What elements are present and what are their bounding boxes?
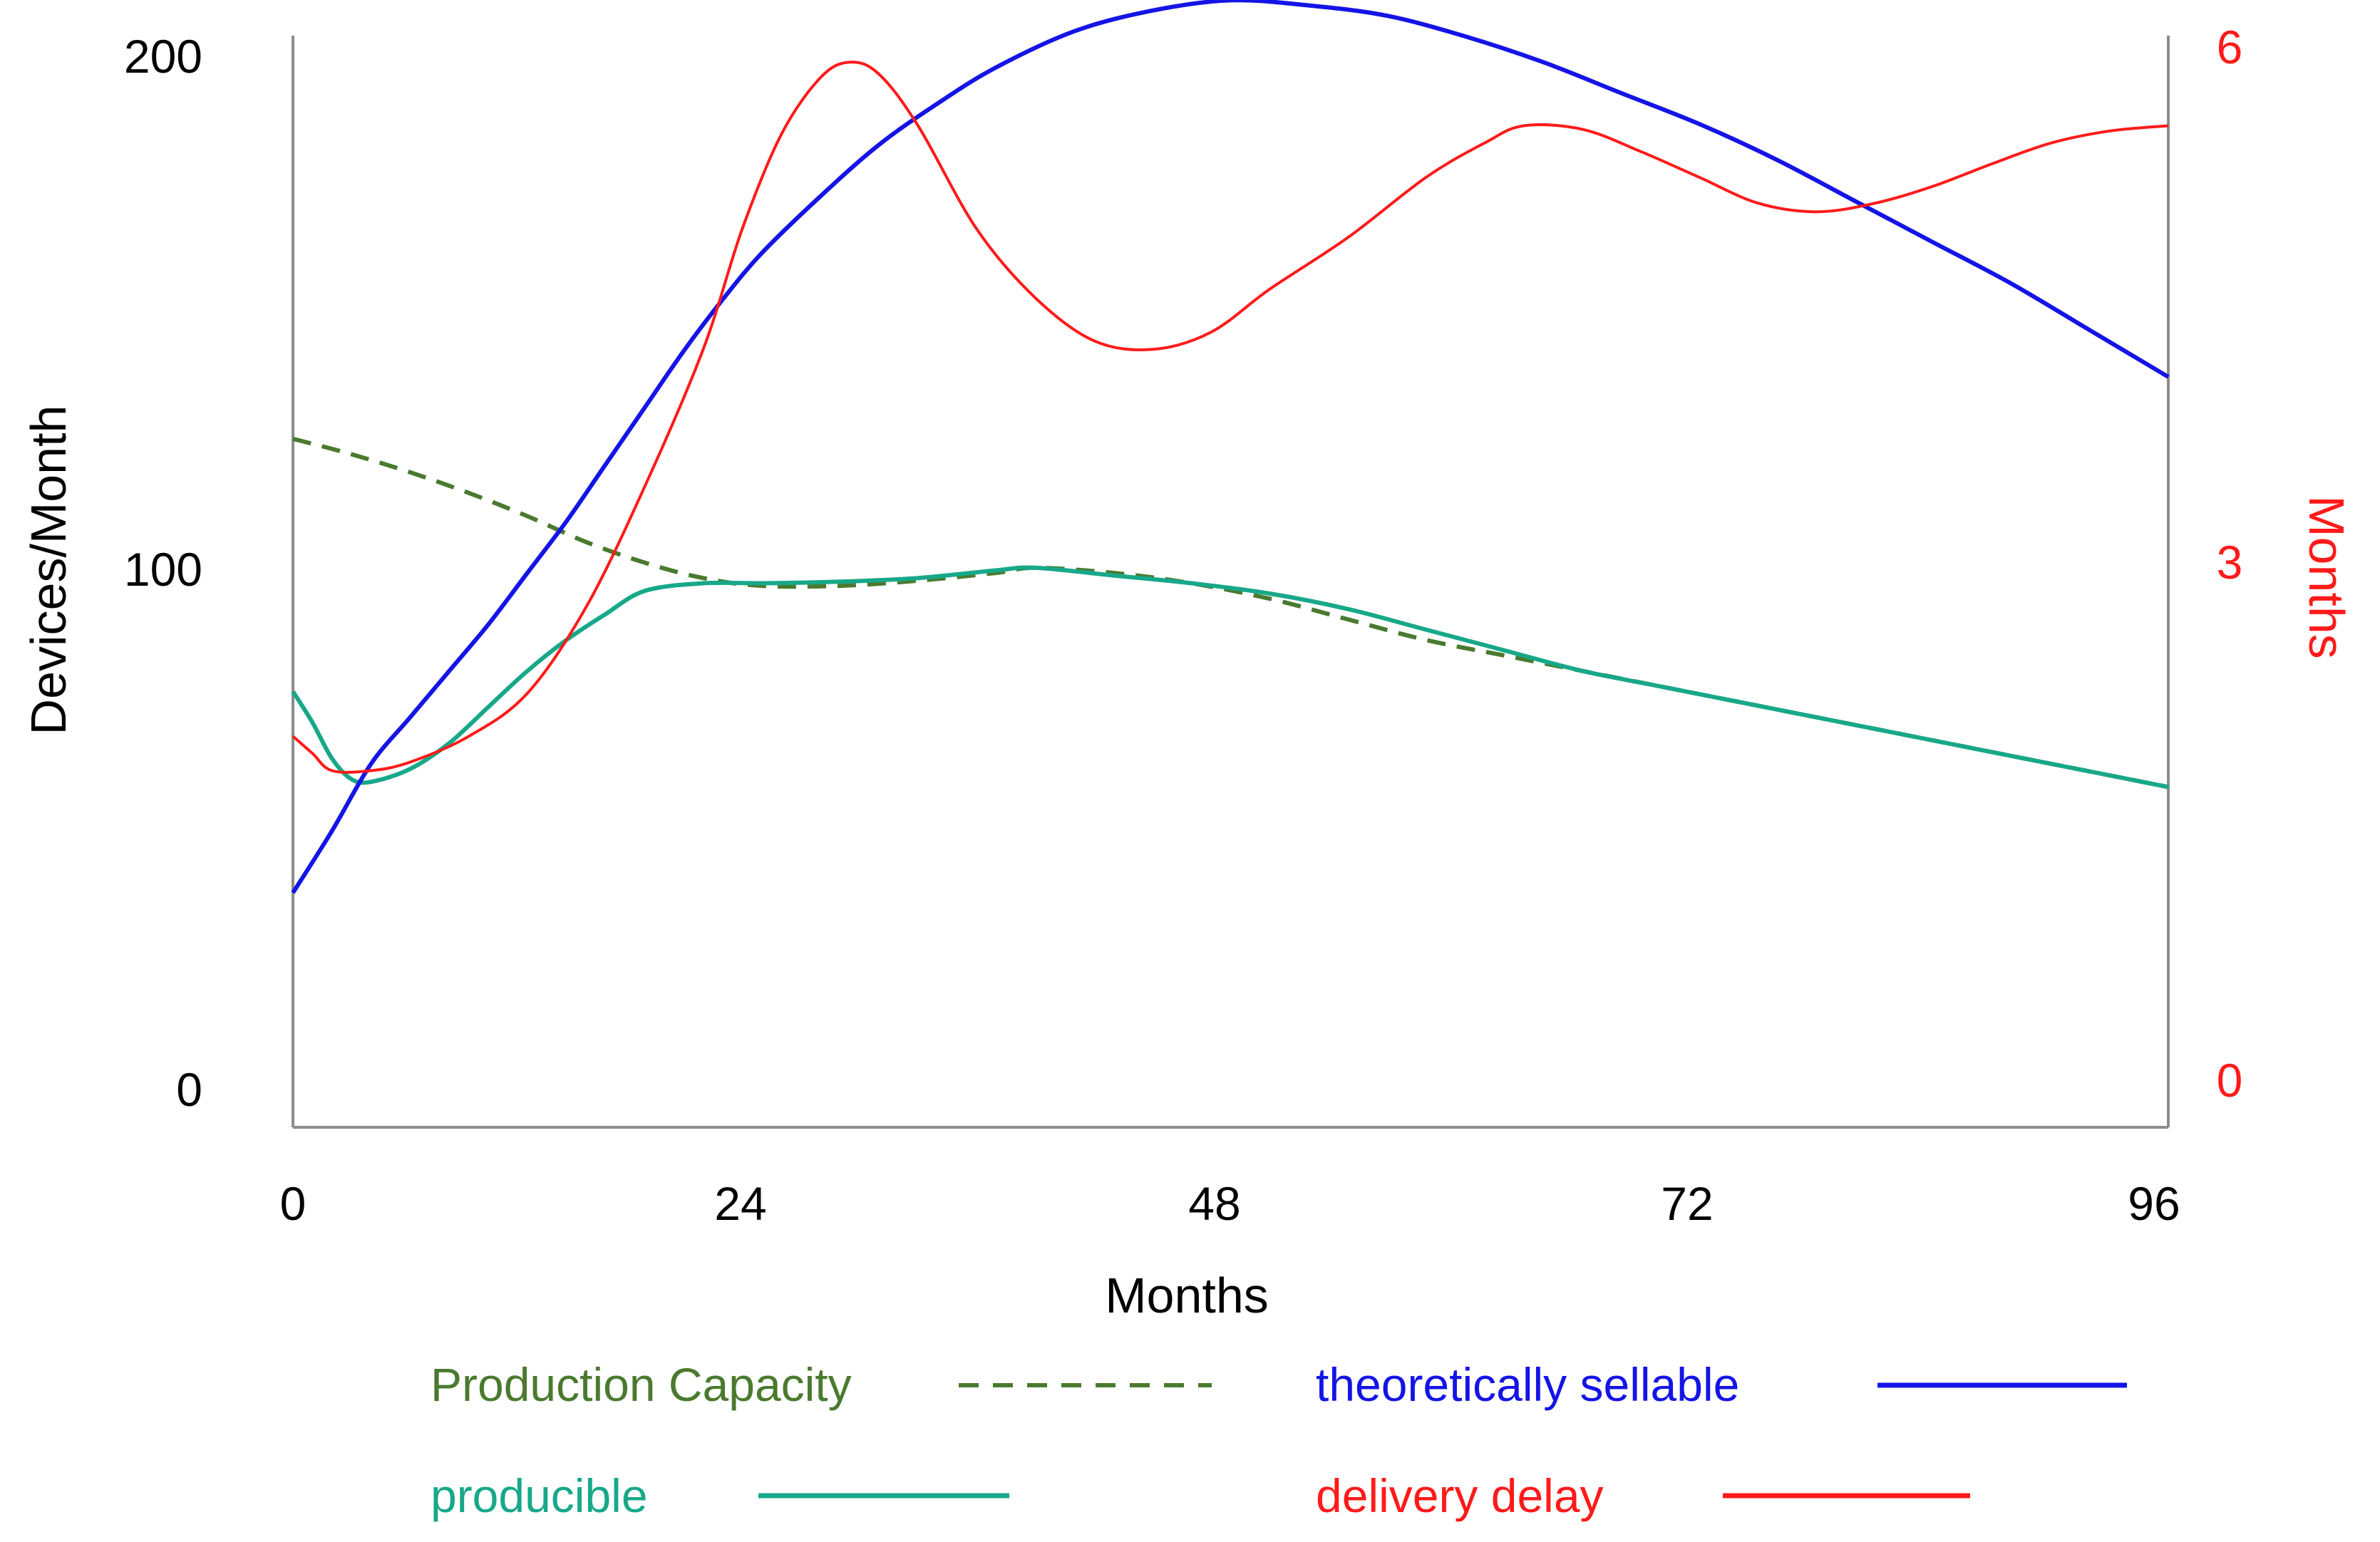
- y-right-tick-label: 6: [2217, 21, 2243, 73]
- legend-label-delivery-delay: delivery delay: [1316, 1469, 1604, 1522]
- y-right-axis-title: Months: [2299, 495, 2354, 659]
- x-tick-label: 24: [714, 1177, 766, 1230]
- y-left-tick-label: 100: [124, 543, 202, 596]
- legend-label-theoretically-sellable: theoretically sellable: [1316, 1358, 1739, 1411]
- y-left-tick-label: 0: [176, 1063, 202, 1116]
- y-right-tick-label: 0: [2217, 1054, 2243, 1107]
- series-line-production-capacity: [292, 436, 2169, 790]
- legend-label-production-capacity: Production Capacity: [431, 1358, 852, 1411]
- y-right-tick-label: 3: [2217, 536, 2243, 589]
- legend-label-producible: producible: [431, 1469, 648, 1522]
- legend: Production Capacity theoretically sellab…: [431, 1358, 2127, 1522]
- x-tick-label: 72: [1661, 1177, 1713, 1230]
- y-left-axis-title: Devices/Month: [21, 405, 76, 735]
- y-left-tick-label: 200: [124, 30, 202, 83]
- x-tick-label: 96: [2128, 1177, 2180, 1230]
- series-line-producible: [291, 565, 2169, 790]
- series-line-theoretically-sellable: [291, 0, 2170, 894]
- x-axis-title: Months: [1105, 1268, 1269, 1323]
- x-tick-label: 0: [280, 1177, 306, 1230]
- series-line-delivery-delay: [292, 61, 2169, 774]
- x-tick-label: 48: [1188, 1177, 1240, 1230]
